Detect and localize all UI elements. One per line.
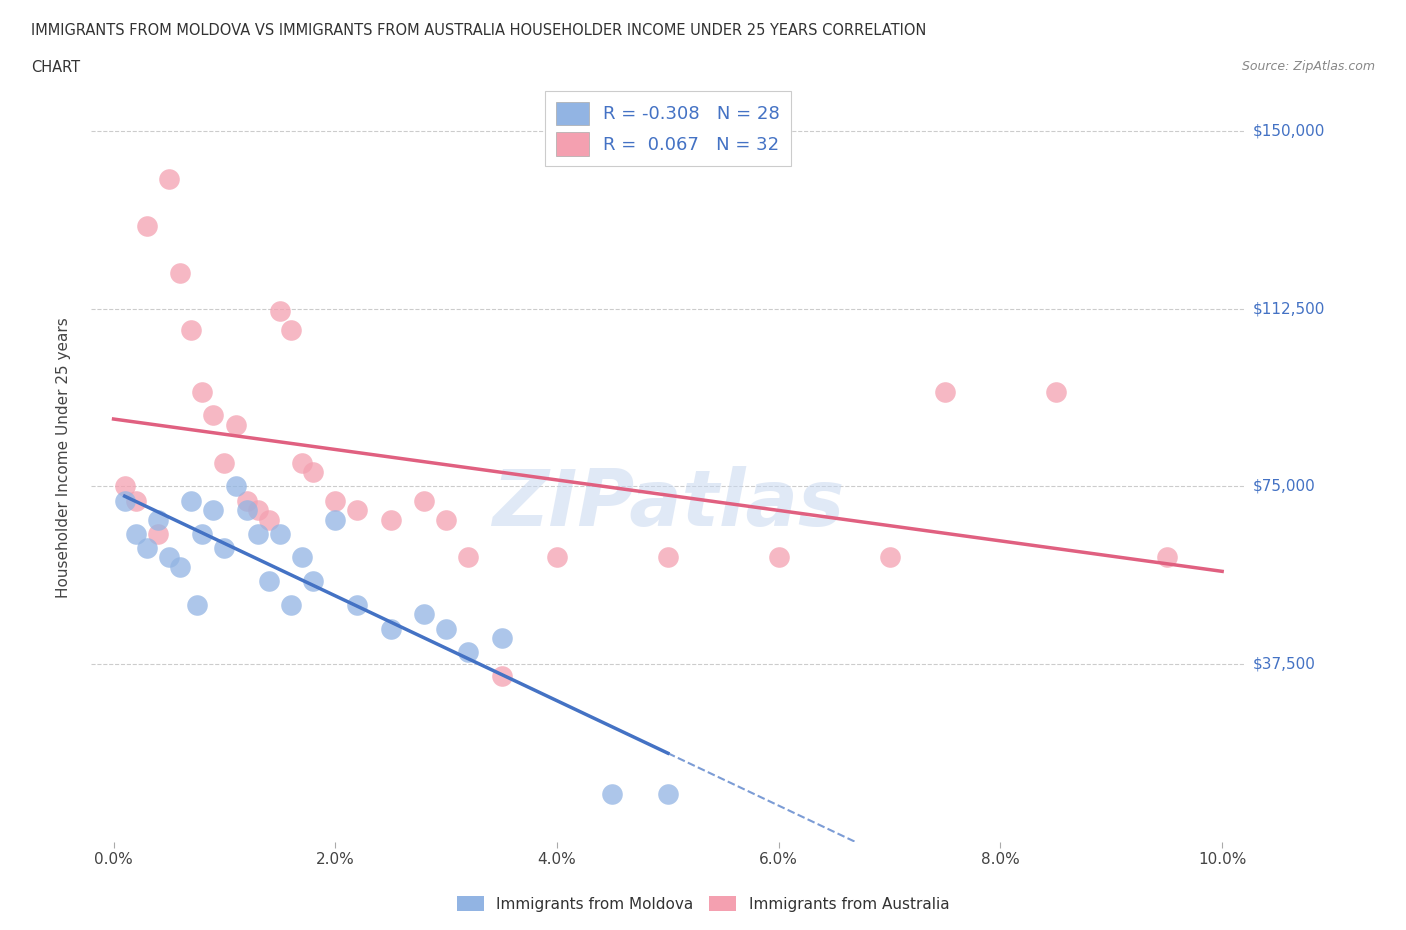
Point: [169, 266, 191, 281]
Point: [302, 574, 325, 589]
Point: [323, 493, 346, 508]
Legend: Immigrants from Moldova, Immigrants from Australia: Immigrants from Moldova, Immigrants from…: [450, 889, 956, 918]
Text: ZIPatlas: ZIPatlas: [492, 466, 844, 542]
Point: [257, 574, 280, 589]
Point: [413, 493, 436, 508]
Point: [157, 550, 180, 565]
Point: [269, 304, 291, 319]
Point: [257, 512, 280, 527]
Y-axis label: Householder Income Under 25 years: Householder Income Under 25 years: [56, 318, 70, 598]
Point: [269, 526, 291, 541]
Point: [1045, 384, 1067, 399]
Text: Source: ZipAtlas.com: Source: ZipAtlas.com: [1241, 60, 1375, 73]
Point: [235, 503, 257, 518]
Point: [180, 493, 202, 508]
Point: [135, 219, 157, 233]
Point: [291, 550, 314, 565]
Point: [191, 526, 214, 541]
Point: [214, 456, 236, 471]
Point: [191, 384, 214, 399]
Point: [346, 503, 368, 518]
Point: [246, 526, 269, 541]
Point: [934, 384, 956, 399]
Point: [224, 479, 247, 494]
Point: [346, 597, 368, 612]
Point: [180, 323, 202, 338]
Text: CHART: CHART: [31, 60, 80, 75]
Point: [157, 171, 180, 186]
Point: [657, 550, 679, 565]
Point: [186, 597, 208, 612]
Point: [114, 479, 136, 494]
Point: [546, 550, 568, 565]
Point: [491, 631, 513, 645]
Point: [246, 503, 269, 518]
Point: [169, 560, 191, 575]
Point: [114, 493, 136, 508]
Point: [457, 550, 479, 565]
Point: [146, 526, 169, 541]
Point: [202, 503, 225, 518]
Point: [146, 512, 169, 527]
Text: $112,500: $112,500: [1253, 301, 1324, 316]
Point: [457, 644, 479, 659]
Point: [280, 597, 302, 612]
Legend: R = -0.308   N = 28, R =  0.067   N = 32: R = -0.308 N = 28, R = 0.067 N = 32: [546, 91, 790, 166]
Point: [125, 526, 148, 541]
Point: [280, 323, 302, 338]
Point: [602, 787, 624, 802]
Point: [214, 540, 236, 555]
Text: $37,500: $37,500: [1253, 657, 1316, 671]
Text: $150,000: $150,000: [1253, 124, 1324, 139]
Point: [125, 493, 148, 508]
Point: [768, 550, 790, 565]
Point: [202, 408, 225, 423]
Point: [413, 607, 436, 622]
Point: [1156, 550, 1178, 565]
Point: [434, 512, 457, 527]
Point: [657, 787, 679, 802]
Point: [302, 465, 325, 480]
Point: [323, 512, 346, 527]
Point: [491, 669, 513, 684]
Point: [224, 418, 247, 432]
Text: $75,000: $75,000: [1253, 479, 1316, 494]
Point: [380, 512, 402, 527]
Point: [380, 621, 402, 636]
Point: [879, 550, 901, 565]
Point: [135, 540, 157, 555]
Text: IMMIGRANTS FROM MOLDOVA VS IMMIGRANTS FROM AUSTRALIA HOUSEHOLDER INCOME UNDER 25: IMMIGRANTS FROM MOLDOVA VS IMMIGRANTS FR…: [31, 23, 927, 38]
Point: [235, 493, 257, 508]
Point: [291, 456, 314, 471]
Point: [434, 621, 457, 636]
